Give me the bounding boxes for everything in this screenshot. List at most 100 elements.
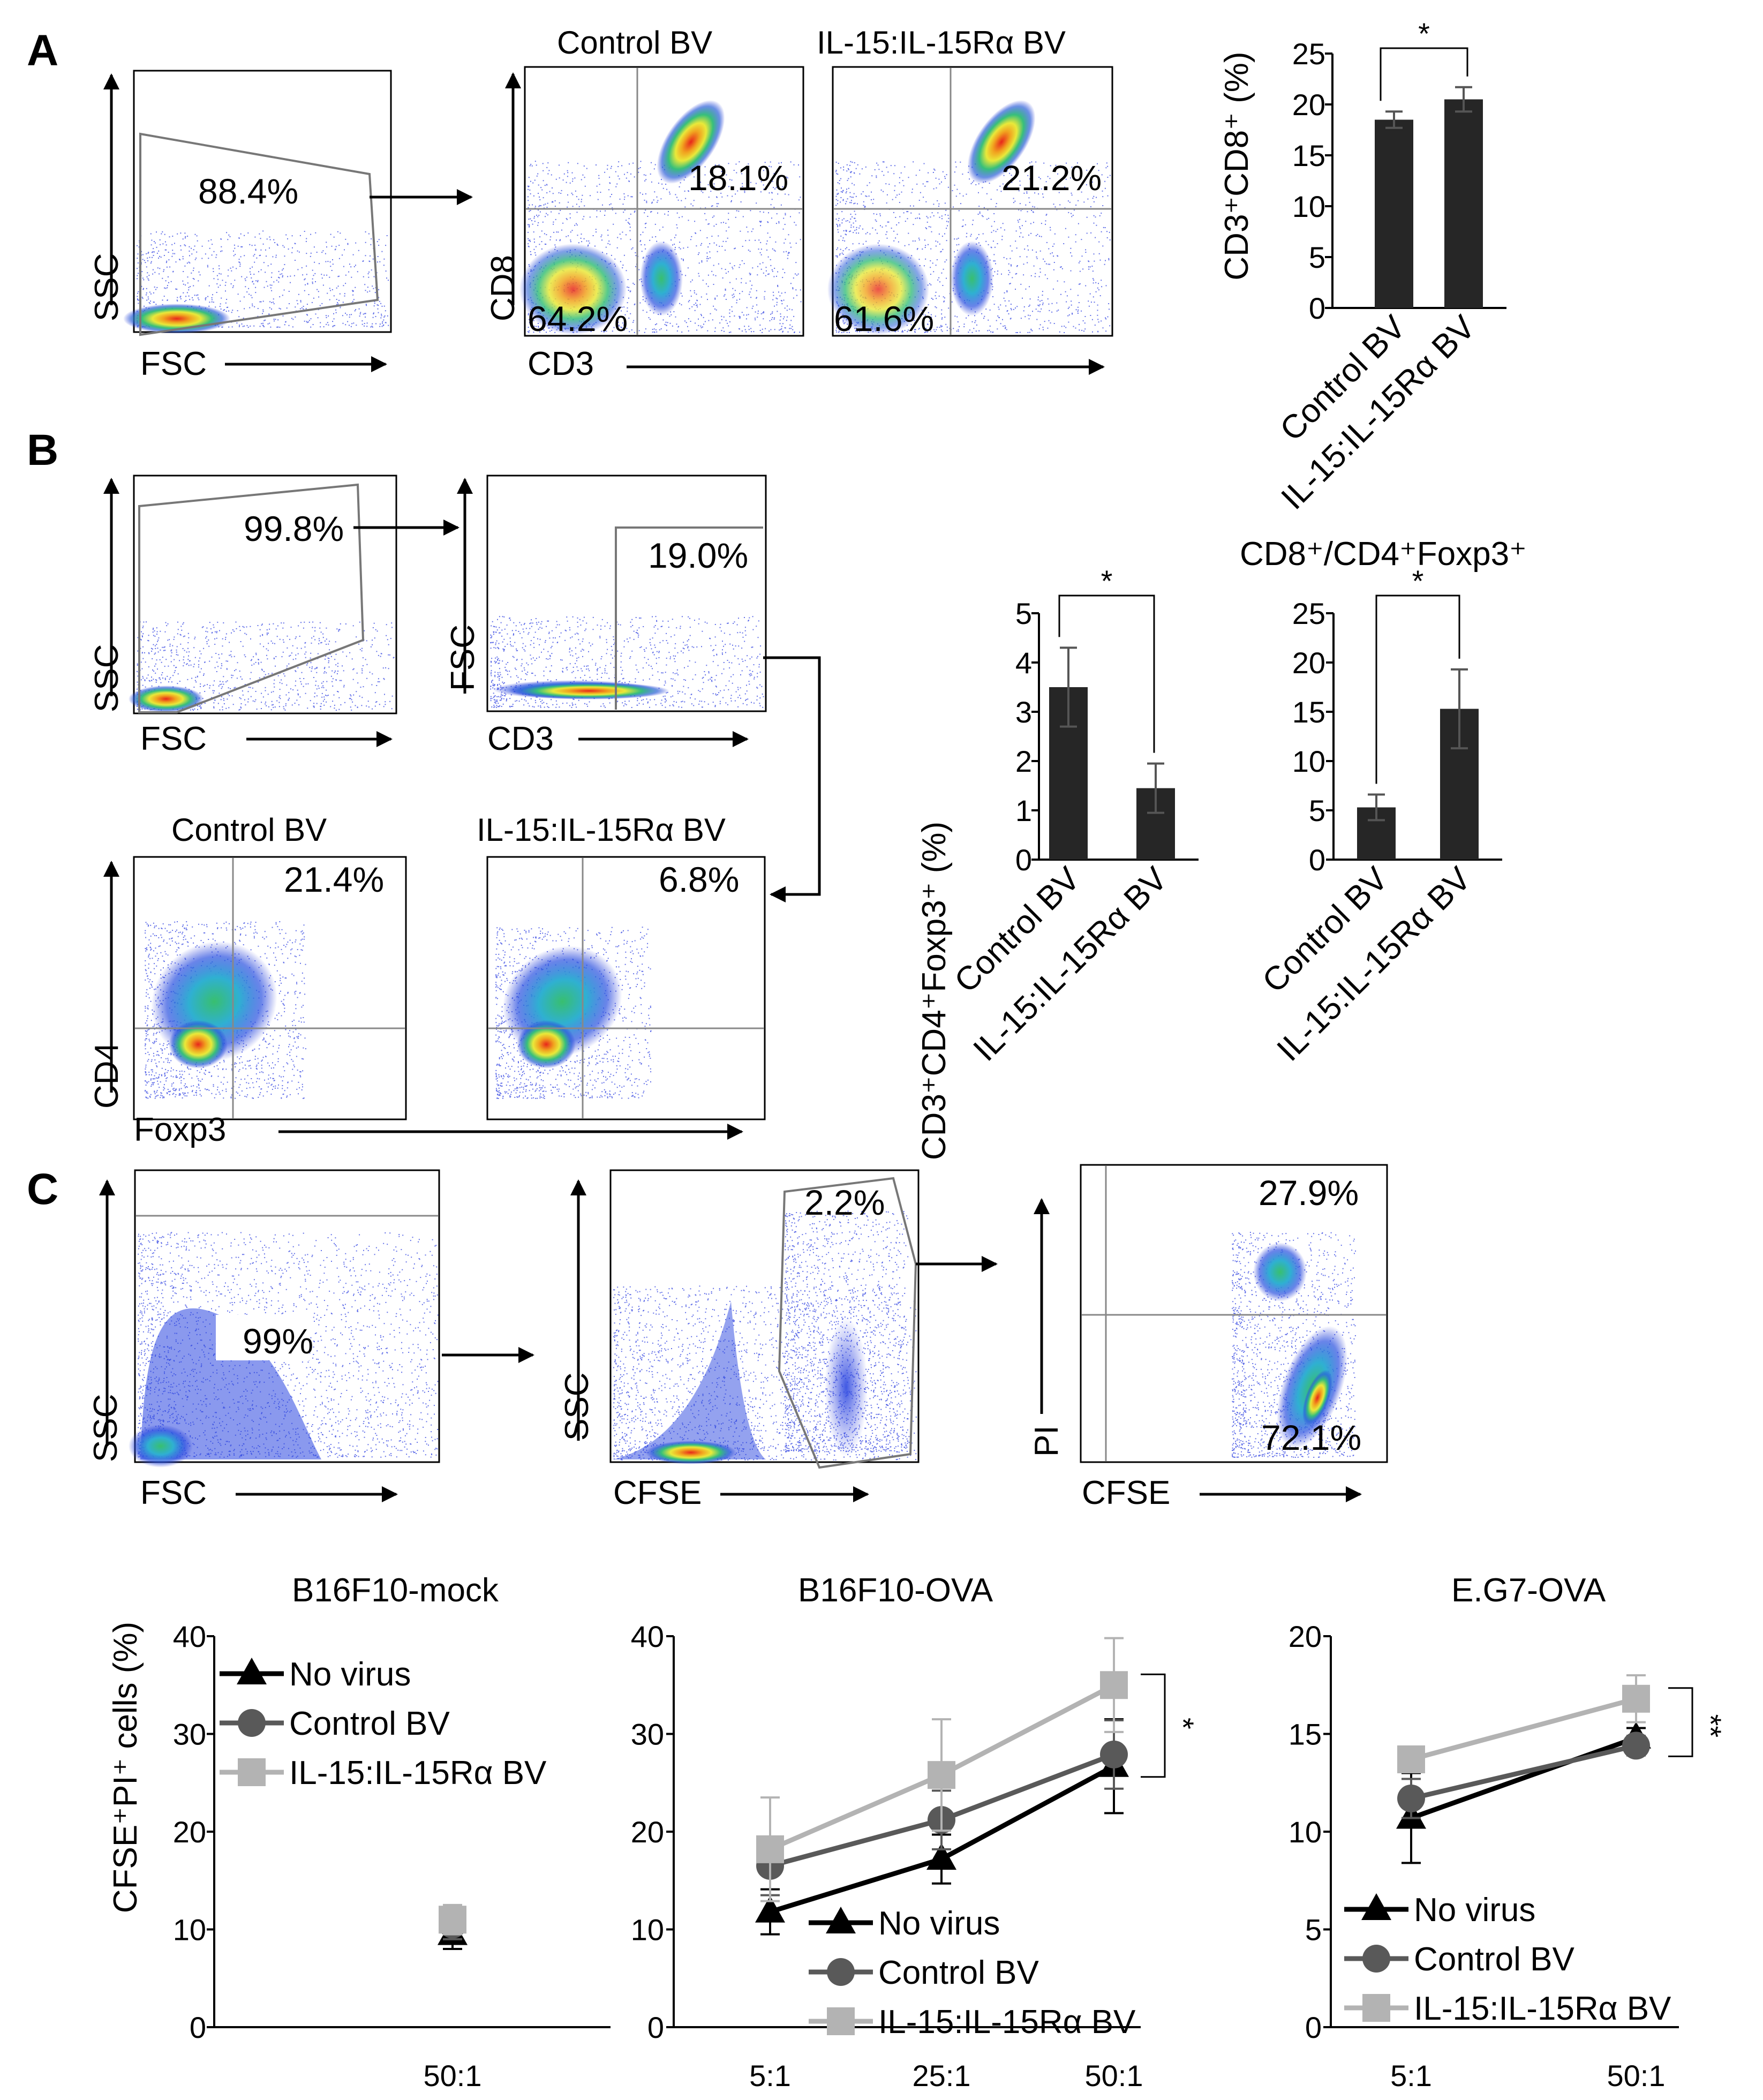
legend-marker xyxy=(1362,1994,1390,2022)
x-tick-label: 50:1 xyxy=(1607,2059,1666,2093)
flow-plot-a-il15: IL-15:IL-15Rα BV 21.2% 61.6% xyxy=(817,25,1113,338)
x-label: FSC xyxy=(140,720,207,757)
legend-label: IL-15:IL-15Rα BV xyxy=(289,1755,547,1792)
y-tick-label: 15 xyxy=(1289,1718,1322,1751)
density-neg xyxy=(519,244,627,335)
plot-title: Control BV xyxy=(557,25,712,61)
y-tick-label: 0 xyxy=(1309,291,1325,325)
x-label: FSC xyxy=(140,1474,207,1511)
significance-bracket xyxy=(1058,594,1155,753)
y-tick-label: 40 xyxy=(631,1620,664,1653)
x-tick-label: 50:1 xyxy=(1085,2059,1143,2093)
y-tick-label: 2 xyxy=(1015,744,1032,778)
y-label: CD4 xyxy=(88,1042,125,1109)
density-hotspot xyxy=(169,1020,228,1068)
lower-percent: 72.1% xyxy=(1261,1418,1361,1457)
x-tick-label: 5:1 xyxy=(1390,2059,1432,2093)
x-label: CFSE xyxy=(613,1474,702,1511)
density-upper xyxy=(1253,1243,1307,1301)
a-shared-x-label: CD3 xyxy=(528,345,594,382)
gate-polygon xyxy=(139,132,379,336)
density-hotspot xyxy=(129,1425,193,1467)
y-tick-label: 10 xyxy=(1292,190,1325,223)
x-tick-label: 5:1 xyxy=(749,2059,791,2093)
y-tick-label: 10 xyxy=(1289,1815,1322,1849)
panel-label-c: C xyxy=(27,1165,58,1214)
y-tick-label: 30 xyxy=(173,1718,206,1751)
y-tick-label: 10 xyxy=(173,1913,206,1947)
data-point xyxy=(1100,1740,1128,1768)
y-tick-label: 20 xyxy=(1292,646,1325,680)
flow-plot-c-gate2: 2.2% SSC CFSE xyxy=(559,1169,920,1511)
gate-rectangle xyxy=(615,526,763,710)
y-tick-label: 0 xyxy=(1309,843,1325,877)
y-tick-label: 5 xyxy=(1015,597,1032,630)
b-shared-x-label: Foxp3 xyxy=(134,1111,226,1148)
significance-marker: * xyxy=(1101,564,1113,598)
gate-percent: 99% xyxy=(243,1321,313,1361)
series-2 xyxy=(1397,1674,1650,1773)
legend-label: Control BV xyxy=(289,1705,450,1742)
series-0 xyxy=(755,1718,1129,1936)
y-tick-label: 0 xyxy=(647,2011,664,2044)
y-axis-label: CFSE⁺PI⁺ cells (%) xyxy=(107,1622,144,1913)
chart-title: B16F10-OVA xyxy=(798,1572,993,1609)
data-point xyxy=(1397,1745,1425,1773)
x-label: CFSE xyxy=(1082,1474,1170,1511)
legend-label: No virus xyxy=(1414,1892,1535,1929)
ll-percent: 61.6% xyxy=(834,299,934,338)
data-point xyxy=(1397,1784,1425,1812)
gate-polygon xyxy=(778,1177,917,1469)
series-line xyxy=(1410,1696,1637,1762)
data-point xyxy=(755,1895,785,1923)
density-cfse xyxy=(825,1318,868,1457)
y-tick-label: 20 xyxy=(1289,1620,1322,1653)
legend-marker xyxy=(827,2007,855,2035)
y-label: PI xyxy=(1028,1425,1065,1457)
data-point xyxy=(1622,1684,1650,1713)
plot-frame xyxy=(609,1169,920,1463)
legend-marker xyxy=(1361,1893,1391,1920)
ur-percent: 21.4% xyxy=(284,860,384,899)
density-cd8 xyxy=(657,100,725,184)
y-label: FSC xyxy=(444,624,481,691)
gate-polygon xyxy=(138,483,365,713)
gate-percent: 19.0% xyxy=(648,536,748,575)
panel-label-b: B xyxy=(27,426,58,475)
y-tick-label: 30 xyxy=(631,1718,664,1751)
y-axis-label: CD3⁺CD4⁺Foxp3⁺ (%) xyxy=(916,822,953,1160)
y-tick-label: 0 xyxy=(1305,2011,1322,2044)
y-tick-label: 25 xyxy=(1292,37,1325,71)
y-label: SSC xyxy=(88,253,125,321)
plot-frame xyxy=(133,70,392,333)
y-label: CD8 xyxy=(485,255,522,321)
dot-cloud xyxy=(1232,1232,1356,1458)
chart-title: CD8⁺/CD4⁺Foxp3⁺ xyxy=(1240,536,1527,573)
data-point xyxy=(1622,1732,1650,1760)
significance-bracket xyxy=(1375,594,1460,784)
density-lower-hot xyxy=(1302,1369,1332,1426)
y-tick-label: 5 xyxy=(1309,794,1325,827)
density-hotspot xyxy=(509,682,669,699)
scatter-dots xyxy=(495,927,652,1099)
legend-marker xyxy=(827,1958,855,1986)
y-label: SSC xyxy=(559,1373,596,1441)
flow-plot-b-gate1: 99.8% SSC FSC xyxy=(88,475,397,757)
gate-arrow-b2 xyxy=(763,656,821,902)
bar-0 xyxy=(1375,119,1413,308)
significance-marker: * xyxy=(1166,1718,1200,1729)
y-tick-label: 10 xyxy=(1292,744,1325,778)
density-hotspot xyxy=(645,1441,736,1464)
data-point xyxy=(1100,1671,1128,1699)
significance-marker: * xyxy=(1412,564,1424,598)
x-label: FSC xyxy=(140,345,207,382)
gate-percent: 99.8% xyxy=(244,509,344,548)
flow-plot-a-control: Control BV 18.1% 64.2% CD8 xyxy=(485,25,804,338)
dot-cloud xyxy=(495,927,652,1099)
line-chart-b16f10-mock: 0 10 20 30 40 50:1 No virus Control BV IL-15:IL-… xyxy=(107,1572,611,2093)
legend-label: Control BV xyxy=(878,1954,1039,1991)
legend-label: Control BV xyxy=(1414,1941,1574,1978)
gate-percent: 88.4% xyxy=(198,171,298,211)
